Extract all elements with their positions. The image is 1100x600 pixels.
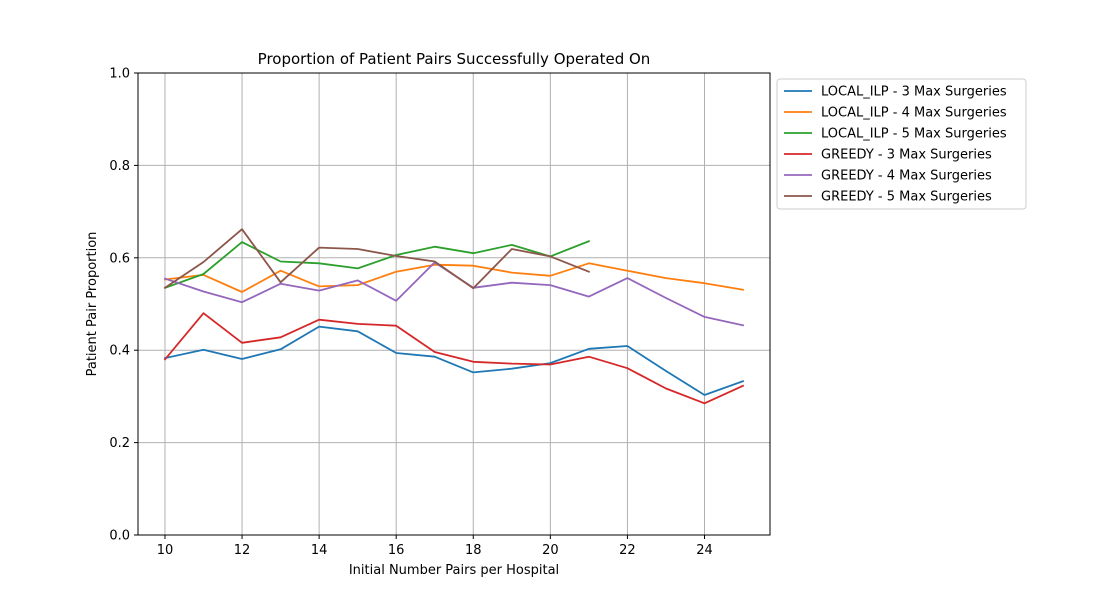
chart-title: Proportion of Patient Pairs Successfully…: [258, 50, 651, 68]
y-tick-label: 0.6: [109, 251, 130, 266]
y-tick-label: 0.0: [109, 529, 130, 544]
series-line-1: [163, 325, 745, 396]
y-tick-label: 0.4: [109, 344, 130, 359]
legend: LOCAL_ILP - 3 Max Surgeries LOCAL_ILP - 4…: [776, 78, 1027, 210]
y-tick-label: 0.8: [109, 159, 130, 174]
x-tick-label: 10: [157, 543, 174, 558]
series-line-3: [163, 240, 591, 289]
legend-label: GREEDY - 5 Max Surgeries: [821, 190, 992, 205]
x-tick-label: 12: [234, 543, 251, 558]
series-line-4: [163, 312, 745, 405]
legend-label: GREEDY - 4 Max Surgeries: [821, 169, 992, 184]
x-tick-label: 14: [311, 543, 328, 558]
series-line-2: [163, 262, 745, 293]
legend-label: LOCAL_ILP - 5 Max Surgeries: [821, 127, 1007, 142]
legend-label: LOCAL_ILP - 4 Max Surgeries: [821, 106, 1007, 121]
x-axis-label: Initial Number Pairs per Hospital: [349, 563, 559, 578]
legend-label: LOCAL_ILP - 3 Max Surgeries: [821, 85, 1007, 100]
legend-box: [776, 78, 1027, 210]
x-tick-label: 22: [619, 543, 636, 558]
series-line-6: [163, 228, 591, 290]
y-tick-label: 0.2: [109, 436, 130, 451]
series-layer: [163, 228, 745, 405]
x-tick-label: 18: [465, 543, 482, 558]
plot-frame: [137, 72, 771, 536]
y-axis-label: Patient Pair Proportion: [85, 232, 100, 377]
y-axis-ticks: 0.0 0.2 0.4 0.6 0.8 1.0: [109, 67, 138, 544]
y-tick-label: 1.0: [109, 67, 130, 82]
x-axis-ticks: 10 12 14 16 18 20 22 24: [157, 535, 713, 558]
x-tick-label: 16: [388, 543, 405, 558]
x-tick-label: 20: [542, 543, 559, 558]
legend-label: GREEDY - 3 Max Surgeries: [821, 148, 992, 163]
x-tick-label: 24: [696, 543, 713, 558]
